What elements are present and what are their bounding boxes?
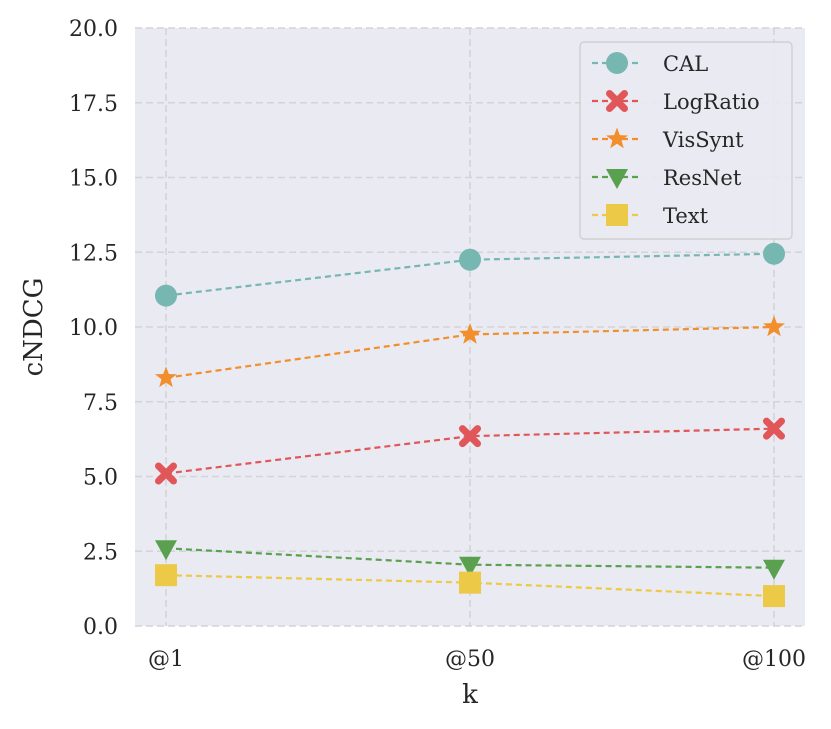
legend-item-cal: CAL: [592, 52, 708, 76]
data-point-marker: [155, 462, 177, 485]
y-tick-label: 5.0: [83, 466, 118, 491]
legend-marker: [606, 169, 628, 189]
legend-item-logratio: LogRatio: [592, 90, 760, 114]
legend-marker: [606, 127, 628, 149]
data-point-marker: [763, 315, 785, 337]
data-point-marker: [459, 248, 481, 271]
legend-marker: [606, 204, 628, 226]
series-layer: [155, 242, 785, 608]
data-point-marker: [155, 540, 177, 561]
series-resnet: [155, 540, 785, 580]
legend-marker: [606, 90, 628, 112]
data-point-marker: [459, 571, 481, 594]
data-point-marker: [155, 366, 177, 388]
y-tick-label: 0.0: [83, 615, 118, 640]
legend-item-vissynt: VisSynt: [592, 127, 744, 152]
y-tick-label: 2.5: [83, 540, 118, 565]
y-tick-label: 17.5: [69, 92, 118, 117]
x-tick-label: @1: [148, 647, 184, 672]
y-tick-label: 12.5: [69, 241, 118, 266]
legend-marker: [606, 52, 628, 74]
series-text: [155, 564, 785, 608]
data-point-marker: [459, 425, 481, 448]
legend-item-text: Text: [592, 204, 709, 228]
legend-label: CAL: [663, 52, 708, 76]
data-point-marker: [459, 322, 481, 344]
data-point-marker: [763, 559, 785, 580]
legend-item-resnet: ResNet: [592, 166, 742, 190]
data-point-marker: [459, 556, 481, 577]
series-vissynt: [155, 315, 785, 388]
x-tick-label: @50: [445, 647, 495, 672]
y-tick-label: 7.5: [83, 391, 118, 416]
data-point-marker: [763, 242, 785, 265]
y-tick-label: 20.0: [69, 17, 118, 42]
legend-box: [579, 41, 793, 240]
legend-label: Text: [663, 204, 709, 228]
x-tick-label: @100: [742, 647, 806, 672]
series-cal: [155, 242, 785, 307]
legend-label: ResNet: [663, 166, 742, 190]
series-line: [165, 252, 775, 297]
y-tick-label: 15.0: [69, 167, 118, 192]
y-tick-label: 10.0: [69, 316, 118, 341]
data-point-marker: [155, 564, 177, 587]
y-axis-label: cNDCG: [19, 278, 49, 377]
x-axis-label: k: [462, 680, 478, 710]
series-line: [165, 325, 775, 379]
legend: CAL LogRatio VisSynt ResNet Text: [579, 41, 793, 240]
series-line: [165, 427, 775, 475]
x-axis-ticks: @1 @50 @100: [148, 647, 806, 672]
y-axis-ticks: 0.0 2.5 5.0 7.5 10.0 12.5 15.0 17.5 20.0: [69, 17, 118, 640]
series-logratio: [155, 417, 785, 485]
legend-label: LogRatio: [663, 90, 760, 114]
data-point-marker: [763, 585, 785, 608]
data-point-marker: [763, 417, 785, 440]
data-point-marker: [155, 284, 177, 307]
legend-label: VisSynt: [662, 128, 744, 152]
